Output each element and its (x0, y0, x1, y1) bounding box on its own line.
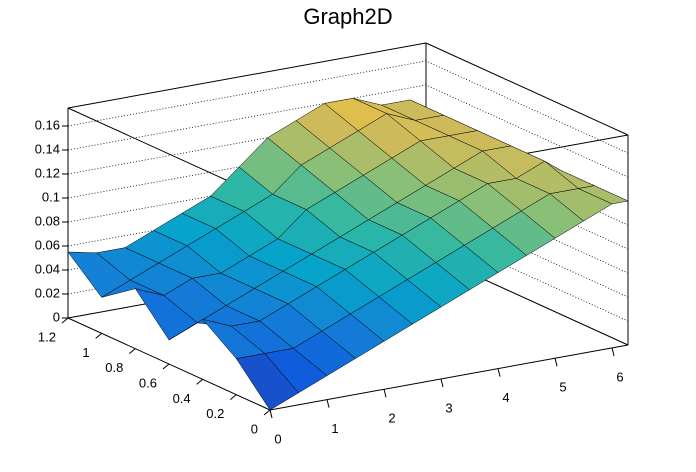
x-tick-label: 1 (331, 421, 338, 436)
y-tick-label: 0.2 (206, 406, 224, 421)
y-tick (95, 332, 102, 339)
grid-line (67, 84, 629, 178)
y-tick-label: 1 (82, 345, 89, 360)
x-tick (383, 389, 387, 398)
z-tick-label: 0.02 (35, 285, 60, 300)
z-tick-label: 0.1 (42, 189, 60, 204)
surface-cell (235, 353, 299, 411)
x-tick-label: 3 (445, 400, 452, 415)
box-edge (67, 42, 427, 109)
x-tick (326, 399, 330, 408)
x-tick-label: 0 (274, 431, 281, 446)
x-tick (269, 409, 273, 419)
z-tick-label: 0.14 (35, 141, 60, 156)
y-tick (61, 317, 69, 324)
y-tick-label: 1.2 (38, 329, 56, 344)
y-tick (129, 348, 136, 355)
z-tick-label: 0.12 (35, 165, 60, 180)
x-tick (440, 378, 444, 388)
x-tick (611, 347, 615, 357)
z-tick-label: 0.08 (35, 213, 60, 228)
z-tick-label: 0.06 (35, 237, 60, 252)
x-tick-label: 2 (388, 411, 395, 426)
z-tick-label: 0.04 (35, 261, 60, 276)
z-tick-label: 0.16 (35, 117, 60, 132)
x-tick-label: 4 (502, 390, 509, 405)
y-tick-label: 0.4 (173, 391, 191, 406)
grid-line (67, 60, 629, 154)
y-tick (263, 409, 271, 416)
x-tick (554, 358, 558, 367)
y-tick-label: 0.6 (139, 375, 157, 390)
y-tick (230, 394, 237, 401)
x-axis (269, 344, 629, 411)
box-edge (425, 42, 629, 136)
chart-title: Graph2D (303, 4, 392, 29)
y-tick-label: 0 (251, 421, 258, 436)
x-tick-label: 5 (559, 380, 566, 395)
y-tick (196, 378, 203, 385)
x-tick-label: 6 (616, 369, 623, 384)
z-tick-label: 0 (53, 309, 60, 324)
y-tick (162, 363, 170, 370)
y-tick-label: 0.8 (105, 360, 123, 375)
x-tick (497, 368, 501, 377)
